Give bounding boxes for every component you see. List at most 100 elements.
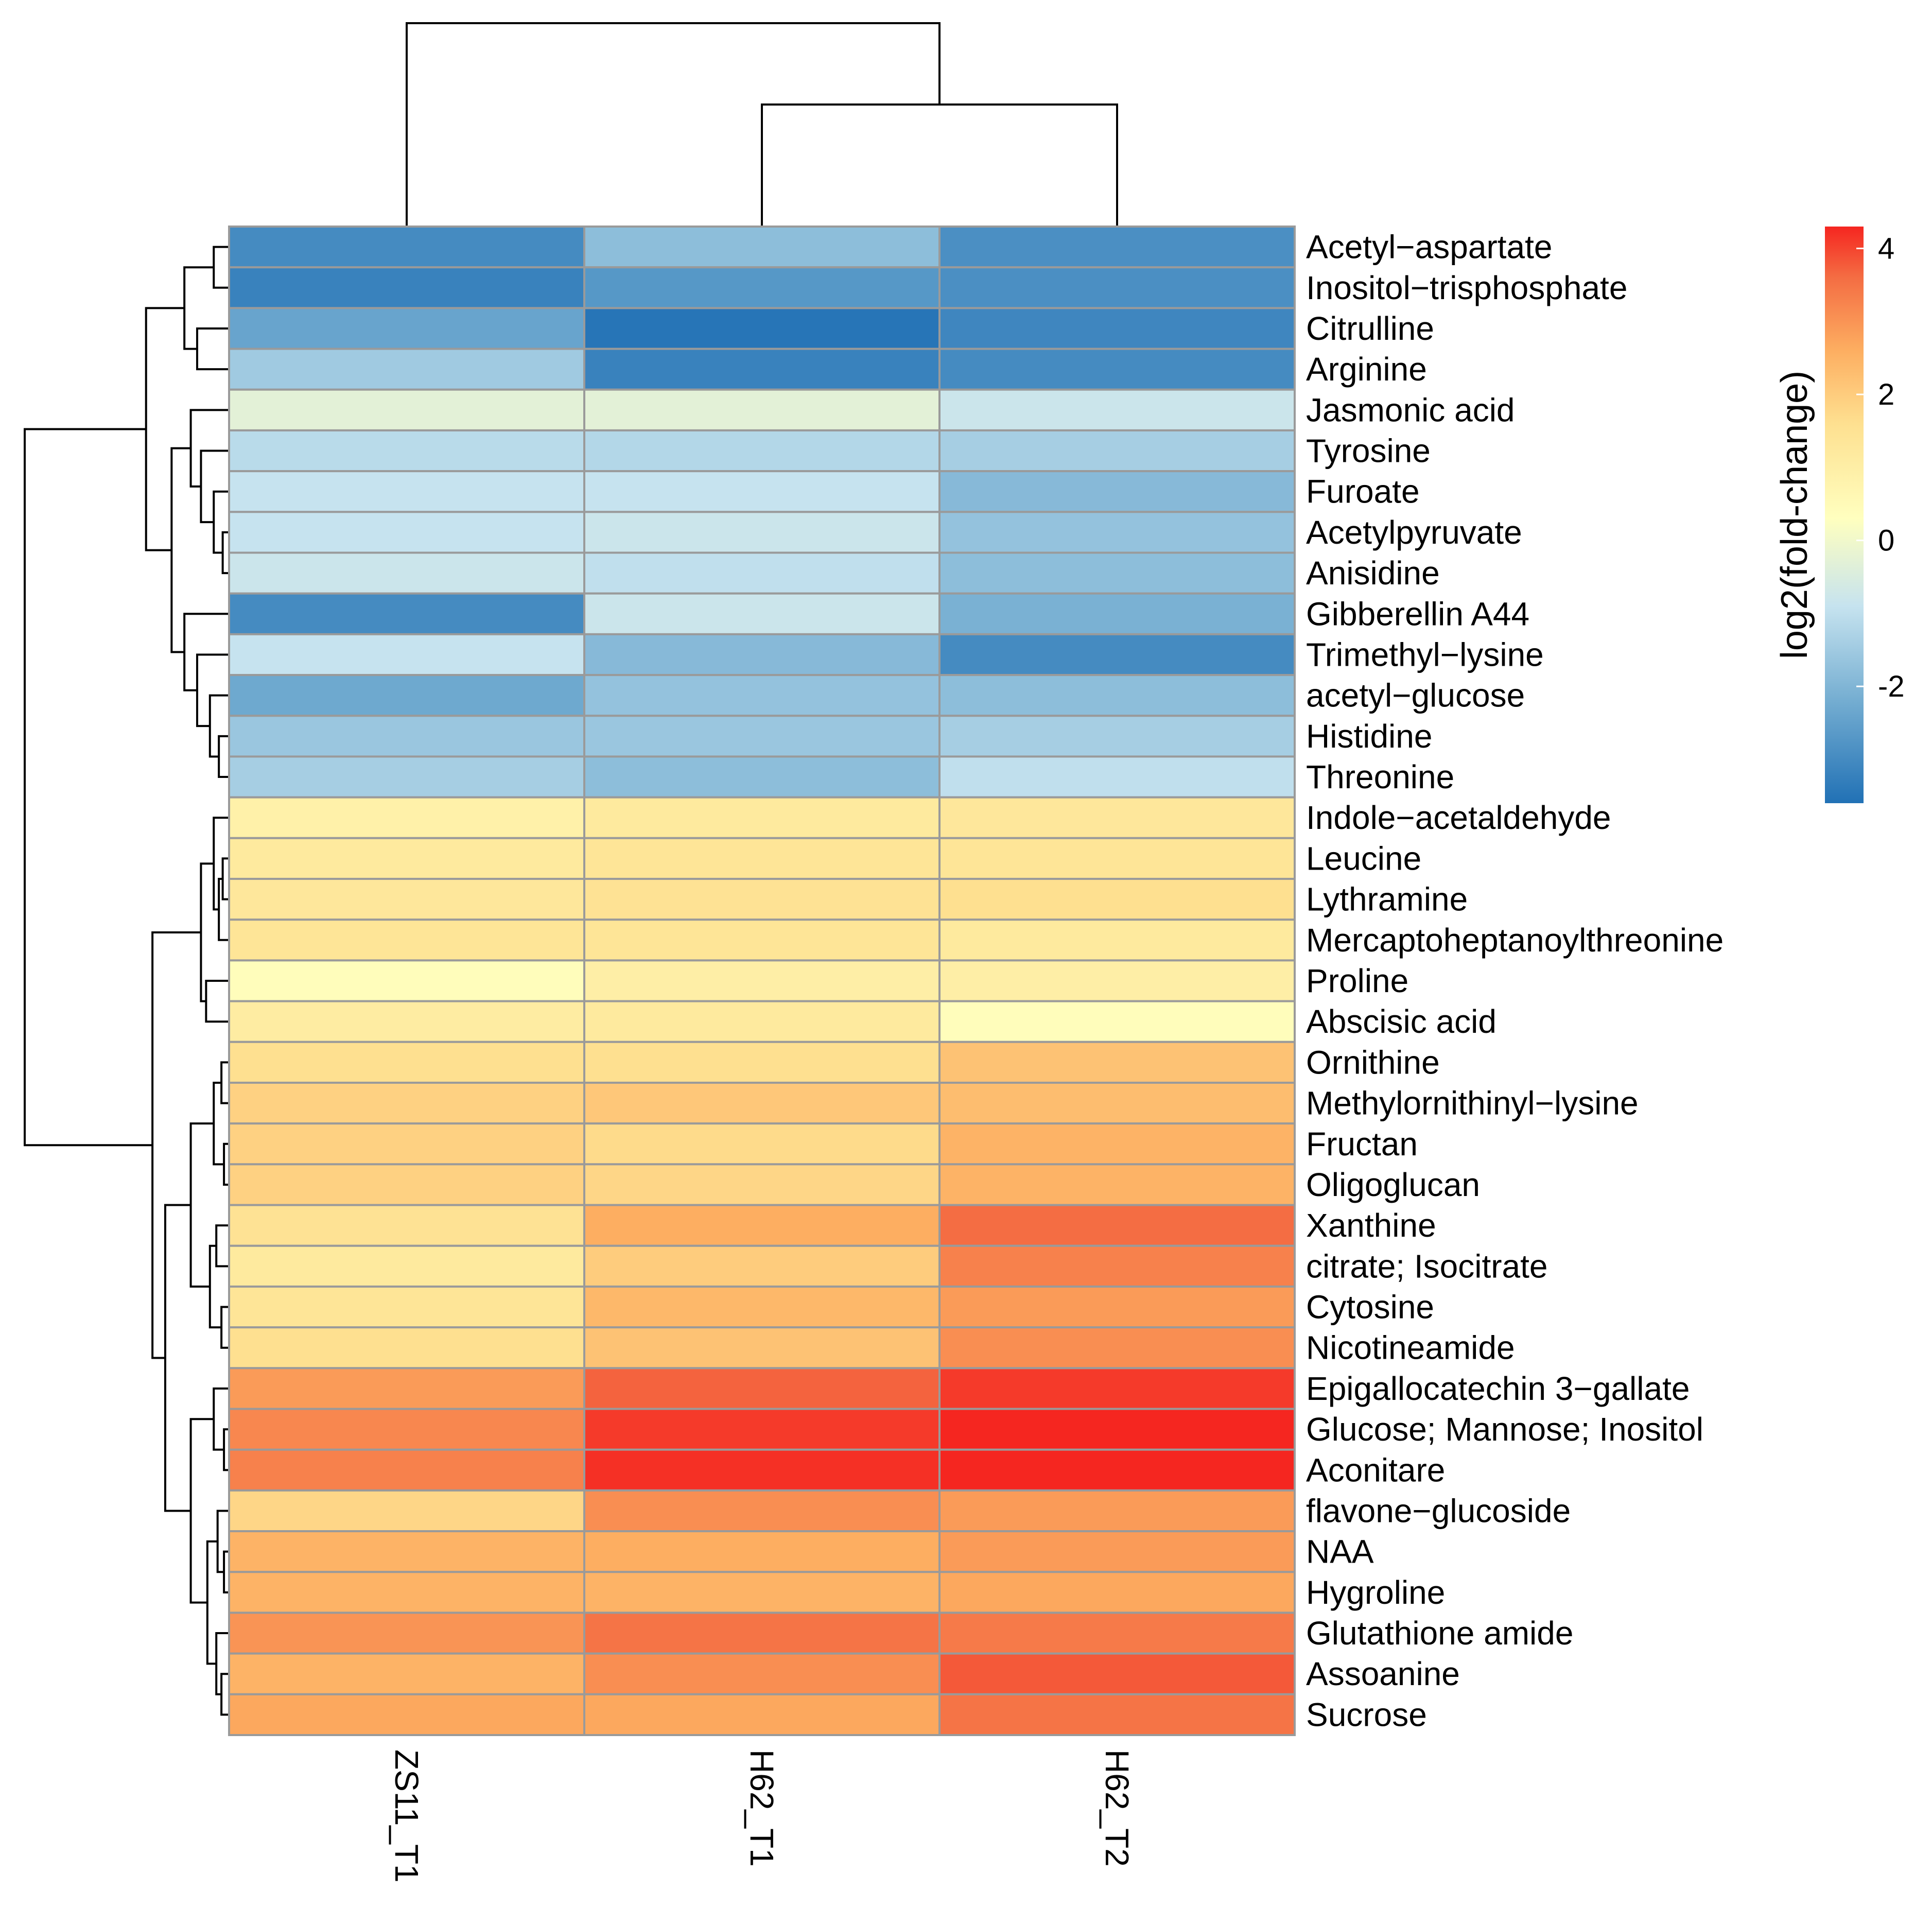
heatmap-cell — [228, 1204, 585, 1247]
legend-title: log2(fold-change) — [1774, 371, 1815, 659]
column-dendrogram — [406, 22, 1118, 227]
dendrogram-branch — [196, 327, 229, 371]
heatmap-cell — [938, 307, 1296, 350]
legend-tick-label: 4 — [1878, 232, 1894, 266]
heatmap-cell — [228, 1081, 585, 1125]
dendrogram-branch — [189, 1418, 214, 1604]
heatmap-cell — [938, 1285, 1296, 1329]
heatmap-cell — [938, 1163, 1296, 1206]
heatmap-cell — [228, 429, 585, 473]
heatmap-cell — [938, 1244, 1296, 1288]
heatmap-cell — [583, 633, 941, 677]
heatmap-cell — [228, 1367, 585, 1410]
row-label: Oligoglucan — [1306, 1166, 1480, 1203]
heatmap-cell — [228, 551, 585, 595]
heatmap-cell — [938, 1081, 1296, 1125]
heatmap-cell — [583, 674, 941, 717]
heatmap-cell — [583, 796, 941, 839]
row-label: Sucrose — [1306, 1696, 1427, 1733]
heatmap-cell — [938, 1367, 1296, 1410]
heatmap-cells — [228, 226, 1296, 1736]
heatmap-cell — [938, 226, 1296, 269]
dendrogram-branch — [189, 409, 229, 488]
legend-color-bar — [1825, 227, 1864, 803]
heatmap-cell — [583, 429, 941, 473]
heatmap-cell — [938, 1652, 1296, 1695]
heatmap-cell — [228, 266, 585, 309]
row-label: Hygroline — [1306, 1574, 1445, 1611]
heatmap-cell — [938, 837, 1296, 880]
heatmap-cell — [228, 1122, 585, 1166]
heatmap-cell — [583, 1448, 941, 1492]
row-label: Leucine — [1306, 840, 1421, 877]
heatmap-cell — [938, 878, 1296, 921]
heatmap-cell — [938, 551, 1296, 595]
row-label: Indole−acetaldehyde — [1306, 799, 1611, 836]
row-label: Gibberellin A44 — [1306, 595, 1529, 632]
column-label: H62_T2 — [1099, 1749, 1136, 1867]
heatmap-cell — [228, 1693, 585, 1736]
heatmap-cell — [583, 592, 941, 635]
heatmap-cell — [583, 1285, 941, 1329]
row-label: Threonine — [1306, 758, 1454, 795]
row-label: Tyrosine — [1306, 432, 1431, 470]
heatmap-cell — [583, 1041, 941, 1084]
row-label: Aconitare — [1306, 1451, 1445, 1488]
row-label: Furoate — [1306, 473, 1420, 510]
row-label: Ornithine — [1306, 1044, 1440, 1081]
heatmap-cell — [938, 633, 1296, 677]
heatmap-cell — [938, 1122, 1296, 1166]
heatmap-cell — [938, 470, 1296, 513]
heatmap-cell — [228, 959, 585, 1002]
heatmap-cell — [583, 226, 941, 269]
legend-tick-label: -2 — [1878, 670, 1905, 703]
heatmap-cell — [938, 511, 1296, 554]
dendrogram-branch — [145, 307, 185, 551]
heatmap-cell — [228, 1244, 585, 1288]
column-label: ZS11_T1 — [388, 1749, 425, 1883]
heatmap-cell — [583, 959, 941, 1002]
heatmap-cell — [938, 388, 1296, 431]
heatmap-cell — [938, 1448, 1296, 1492]
heatmap-cell — [938, 348, 1296, 391]
dendrogram-branch — [406, 22, 941, 227]
row-label: Proline — [1306, 962, 1408, 999]
row-label: Jasmonic acid — [1306, 391, 1515, 428]
dendrogram-branch — [170, 447, 191, 653]
heatmap-cell — [583, 348, 941, 391]
row-label: Cytosine — [1306, 1289, 1434, 1326]
heatmap-cell — [583, 919, 941, 962]
color-legend: log2(fold-change) 4 2 0 -2 — [1774, 227, 1905, 803]
heatmap-cell — [228, 633, 585, 677]
row-label: Acetyl−aspartate — [1306, 229, 1553, 266]
heatmap-cell — [228, 511, 585, 554]
row-label: Histidine — [1306, 718, 1432, 755]
row-label: Arginine — [1306, 351, 1427, 388]
row-label: acetyl−glucose — [1306, 677, 1525, 714]
heatmap-cell — [583, 1326, 941, 1370]
heatmap-cell — [583, 470, 941, 513]
row-label: NAA — [1306, 1533, 1374, 1570]
row-label: Anisidine — [1306, 555, 1440, 592]
heatmap-cell — [583, 1244, 941, 1288]
heatmap-cell — [583, 266, 941, 309]
column-labels: ZS11_T1 H62_T1 H62_T2 — [388, 1749, 1136, 1883]
heatmap-cell — [228, 1489, 585, 1533]
heatmap-cell — [583, 1367, 941, 1410]
heatmap-cell — [938, 919, 1296, 962]
dendrogram-branch — [164, 1204, 191, 1512]
heatmap-cell — [583, 511, 941, 554]
row-label: Fructan — [1306, 1125, 1418, 1163]
heatmap-cell — [938, 755, 1296, 799]
heatmap-cell — [228, 715, 585, 758]
heatmap-cell — [228, 1530, 585, 1573]
row-label: Xanthine — [1306, 1207, 1436, 1244]
heatmap-cell — [228, 226, 585, 269]
heatmap-cell — [228, 1448, 585, 1492]
heatmap-cell — [938, 266, 1296, 309]
heatmap-cell — [938, 1693, 1296, 1736]
row-label: Inositol−trisphosphate — [1306, 269, 1627, 306]
heatmap-cell — [583, 1571, 941, 1614]
heatmap-cell — [228, 1285, 585, 1329]
